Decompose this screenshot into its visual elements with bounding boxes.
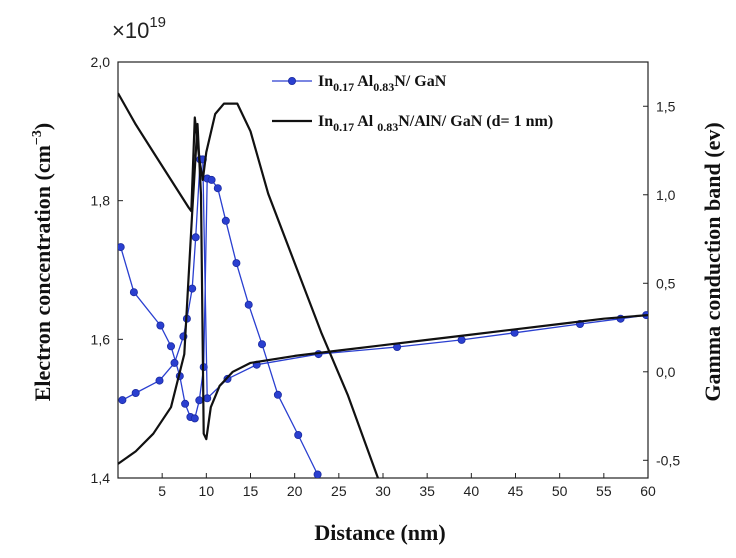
series-1-point <box>118 396 127 405</box>
series-0-point <box>207 175 216 184</box>
y-right-tick-label: 0,0 <box>656 364 676 380</box>
series-1-point <box>155 376 164 385</box>
x-tick-label: 25 <box>331 483 347 499</box>
y-right-tick-label: 1,0 <box>656 187 676 203</box>
series-0-point <box>166 342 175 351</box>
y-left-multiplier: ×1019 <box>112 14 166 43</box>
series-0-point <box>118 243 125 252</box>
x-tick-label: 30 <box>375 483 391 499</box>
series-0-point <box>273 390 282 399</box>
legend-marker-1 <box>287 77 296 86</box>
series-0-point <box>232 259 241 268</box>
series-1-point <box>457 335 466 344</box>
x-tick-label: 45 <box>508 483 524 499</box>
legend: In0.17 Al0.83N/ GaN In0.17 Al 0.83N/AlN/… <box>272 73 553 134</box>
series-1-point <box>191 233 200 242</box>
ticks-layer: 5 10 15 20 25 30 35 40 45 50 55 60 1,4 1,6 1,8 2,0 -0,5 0… <box>91 54 681 499</box>
series-1-point <box>188 284 197 293</box>
series-0-point <box>156 321 165 330</box>
series-1-point <box>131 388 140 397</box>
x-tick-label: 35 <box>419 483 435 499</box>
series-0-point <box>244 300 253 309</box>
series-layer <box>118 92 648 478</box>
legend-label-1: In0.17 Al0.83N/ GaN <box>318 73 447 94</box>
y-right-tick-label: 1,5 <box>656 98 676 114</box>
x-tick-label: 15 <box>243 483 259 499</box>
y-right-tick-label: -0,5 <box>656 452 680 468</box>
series-0-point <box>190 414 199 423</box>
y-left-tick-label: 1,4 <box>91 470 111 486</box>
series-0-point <box>221 216 230 225</box>
series-1-point <box>203 394 212 403</box>
series-line-3 <box>118 122 648 465</box>
x-tick-label: 40 <box>464 483 480 499</box>
x-tick-label: 60 <box>640 483 656 499</box>
y-left-tick-label: 2,0 <box>91 54 111 70</box>
x-tick-label: 10 <box>199 483 215 499</box>
y-left-tick-label: 1,8 <box>91 193 111 209</box>
y-right-axis-title: Gamma conduction band (ev) <box>700 122 725 401</box>
y-right-tick-label: 0,5 <box>656 275 676 291</box>
series-0-point <box>195 396 204 405</box>
series-0-point <box>213 184 222 193</box>
y-left-tick-label: 1,6 <box>91 331 111 347</box>
x-tick-label: 5 <box>158 483 166 499</box>
x-tick-label: 55 <box>596 483 612 499</box>
x-tick-label: 20 <box>287 483 303 499</box>
legend-label-2: In0.17 Al 0.83N/AlN/ GaN (d= 1 nm) <box>318 113 553 134</box>
series-0-point <box>313 470 322 478</box>
series-line-0 <box>120 177 319 475</box>
series-0-point <box>294 430 303 439</box>
x-axis-title: Distance (nm) <box>314 520 445 545</box>
y-left-axis-title: Electron concentration (cm−3) <box>30 123 55 402</box>
x-tick-label: 50 <box>552 483 568 499</box>
series-line-1 <box>122 158 647 401</box>
series-line-2 <box>118 92 380 478</box>
series-1-point <box>170 358 179 367</box>
series-0-point <box>129 288 138 297</box>
series-0-point <box>181 399 190 408</box>
series-0-point <box>257 340 266 349</box>
